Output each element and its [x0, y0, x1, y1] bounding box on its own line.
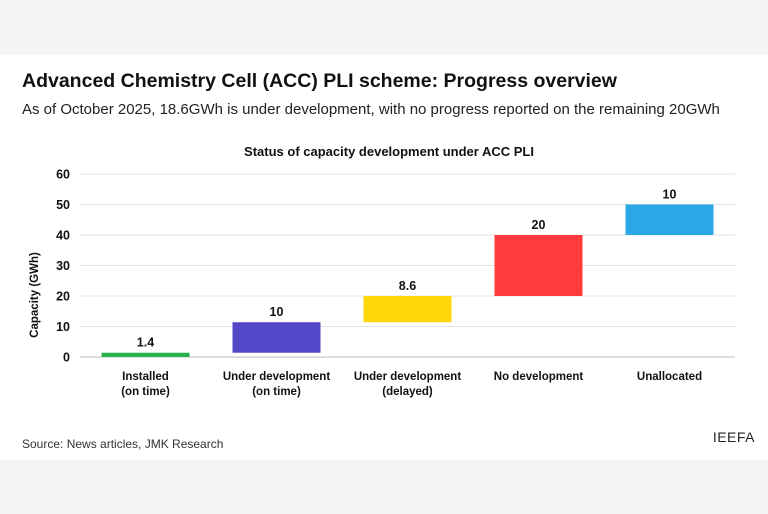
chart-card: Advanced Chemistry Cell (ACC) PLI scheme… — [0, 55, 768, 460]
y-tick-label: 60 — [56, 168, 70, 182]
data-label: 1.4 — [137, 336, 154, 350]
data-label: 10 — [270, 305, 284, 319]
bar — [232, 322, 321, 353]
x-tick-label: Under development (delayed) — [354, 371, 462, 398]
data-label: 8.6 — [399, 279, 416, 293]
x-tick-label: Unallocated — [637, 371, 702, 383]
bar — [363, 296, 452, 323]
y-axis-ticks: 0 10 20 30 40 50 60 — [56, 168, 70, 365]
x-tick-label: Under development (on time) — [223, 371, 331, 398]
y-tick-label: 40 — [56, 229, 70, 243]
y-tick-label: 20 — [56, 290, 70, 304]
waterfall-chart: Status of capacity development under ACC… — [29, 144, 735, 398]
y-axis-label: Capacity (GWh) — [29, 252, 41, 338]
data-label: 20 — [532, 218, 546, 232]
data-label: 10 — [663, 188, 677, 202]
bar — [101, 352, 190, 357]
data-labels: 1.4 10 8.6 20 10 — [137, 188, 677, 350]
bar — [625, 204, 714, 235]
page-title: Advanced Chemistry Cell (ACC) PLI scheme… — [22, 70, 617, 92]
x-tick-label: Installed (on time) — [121, 371, 170, 398]
y-tick-label: 10 — [56, 320, 70, 334]
y-tick-label: 50 — [56, 198, 70, 212]
bars — [101, 204, 714, 357]
chart-title: Status of capacity development under ACC… — [244, 144, 534, 159]
gridlines — [80, 173, 735, 358]
y-tick-label: 30 — [56, 259, 70, 273]
y-tick-label: 0 — [63, 351, 70, 365]
page-subtitle: As of October 2025, 18.6GWh is under dev… — [22, 101, 720, 118]
bar — [494, 235, 583, 296]
x-tick-label: No development — [494, 371, 584, 383]
brand-logo: IEEFA — [712, 429, 755, 445]
x-axis-ticks: Installed (on time) Under development (on t… — [121, 371, 702, 398]
source-note: Source: News articles, JMK Research — [22, 437, 224, 451]
